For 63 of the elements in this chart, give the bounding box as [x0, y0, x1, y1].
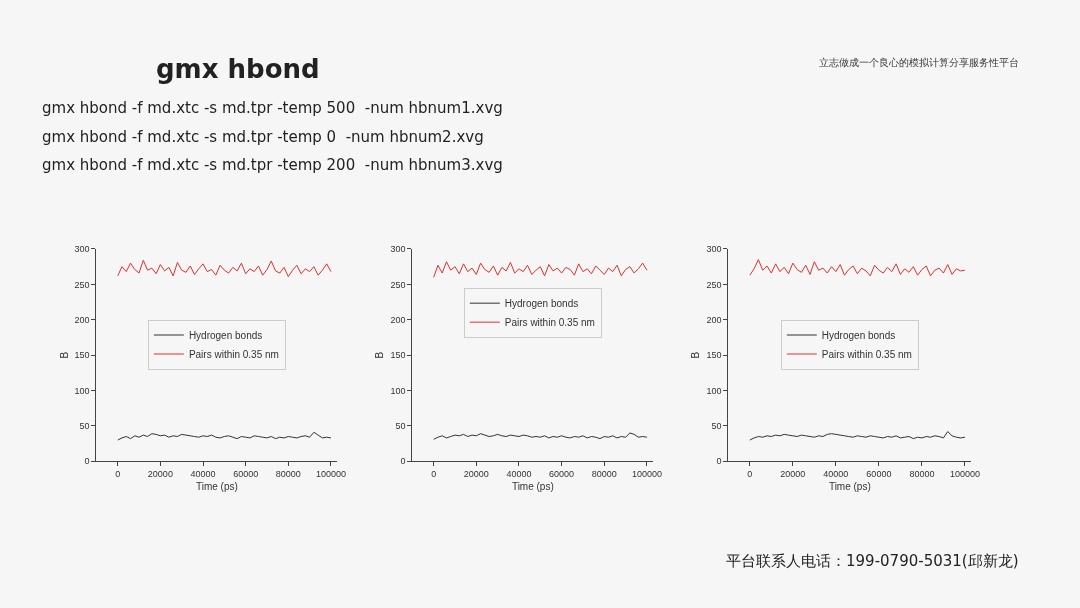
- x-tick-label: 40000: [506, 469, 532, 480]
- x-tick-label: 60000: [866, 469, 892, 480]
- x-tick-label: 0: [115, 469, 121, 480]
- line-series: [117, 431, 332, 441]
- line-series: [749, 259, 966, 277]
- legend-label: Pairs within 0.35 nm: [821, 348, 912, 360]
- legend-label: Hydrogen bonds: [504, 298, 579, 310]
- y-tick-label: 250: [706, 279, 722, 290]
- y-tick-label: 100: [74, 385, 90, 396]
- line-series: [117, 259, 332, 278]
- y-axis-title: B: [374, 351, 386, 359]
- x-tick-label: 60000: [549, 469, 575, 480]
- x-tick-label: 80000: [275, 469, 301, 480]
- y-tick-label: 100: [706, 385, 722, 396]
- line-series: [433, 432, 648, 440]
- line-series: [433, 261, 648, 278]
- x-tick-label: 100000: [631, 469, 662, 480]
- y-tick-label: 150: [706, 350, 722, 361]
- text: 平台联系人电话：199-0790-5031(邱新龙): [726, 552, 1019, 570]
- legend-label: Pairs within 0.35 nm: [504, 317, 595, 329]
- legend-label: Hydrogen bonds: [188, 329, 263, 341]
- x-axis-title: Time (ps): [195, 480, 238, 492]
- y-tick-label: 250: [390, 279, 406, 290]
- y-axis-title: B: [58, 351, 70, 359]
- y-tick-label: 0: [716, 456, 722, 467]
- x-tick-label: 0: [747, 469, 753, 480]
- x-tick-label: 80000: [909, 469, 935, 480]
- x-tick-label: 20000: [463, 469, 489, 480]
- y-tick-label: 0: [400, 456, 406, 467]
- y-tick-label: 100: [390, 385, 406, 396]
- legend-label: Pairs within 0.35 nm: [188, 348, 279, 360]
- y-tick-label: 50: [711, 421, 722, 432]
- y-tick-label: 50: [395, 421, 406, 432]
- x-tick-label: 60000: [233, 469, 259, 480]
- y-tick-label: 150: [74, 350, 90, 361]
- chart-subtitle: 立志做成一个良心的模拟计算分享服务性平台: [819, 57, 1019, 68]
- x-axis-title: Time (ps): [511, 480, 554, 492]
- y-tick-label: 250: [74, 279, 90, 290]
- y-tick-label: 150: [390, 350, 406, 361]
- y-tick-label: 200: [74, 314, 90, 325]
- text: gmx hbond -f md.xtc -s md.tpr -temp 200 -num hbnum3.xvg: [42, 156, 503, 174]
- y-tick-label: 300: [74, 244, 90, 255]
- x-tick-label: 80000: [591, 469, 617, 480]
- x-tick-label: 40000: [190, 469, 216, 480]
- y-tick-label: 200: [706, 314, 722, 325]
- x-tick-label: 0: [431, 469, 437, 480]
- y-axis-title: B: [690, 351, 702, 359]
- x-tick-label: 100000: [949, 469, 980, 480]
- line-series: [749, 431, 966, 441]
- y-tick-label: 300: [390, 244, 406, 255]
- x-tick-label: 20000: [780, 469, 806, 480]
- x-tick-label: 40000: [823, 469, 849, 480]
- legend-label: Hydrogen bonds: [821, 329, 896, 341]
- text: gmx hbond -f md.xtc -s md.tpr -temp 500 -num hbnum1.xvg: [42, 99, 503, 117]
- x-axis-title: Time (ps): [828, 480, 871, 492]
- x-tick-label: 100000: [315, 469, 346, 480]
- y-tick-label: 0: [84, 456, 90, 467]
- chart-title: gmx hbond: [156, 54, 320, 84]
- y-tick-label: 200: [390, 314, 406, 325]
- text: gmx hbond -f md.xtc -s md.tpr -temp 0 -num hbnum2.xvg: [42, 128, 484, 146]
- y-tick-label: 50: [79, 421, 90, 432]
- x-tick-label: 20000: [147, 469, 173, 480]
- y-tick-label: 300: [706, 244, 722, 255]
